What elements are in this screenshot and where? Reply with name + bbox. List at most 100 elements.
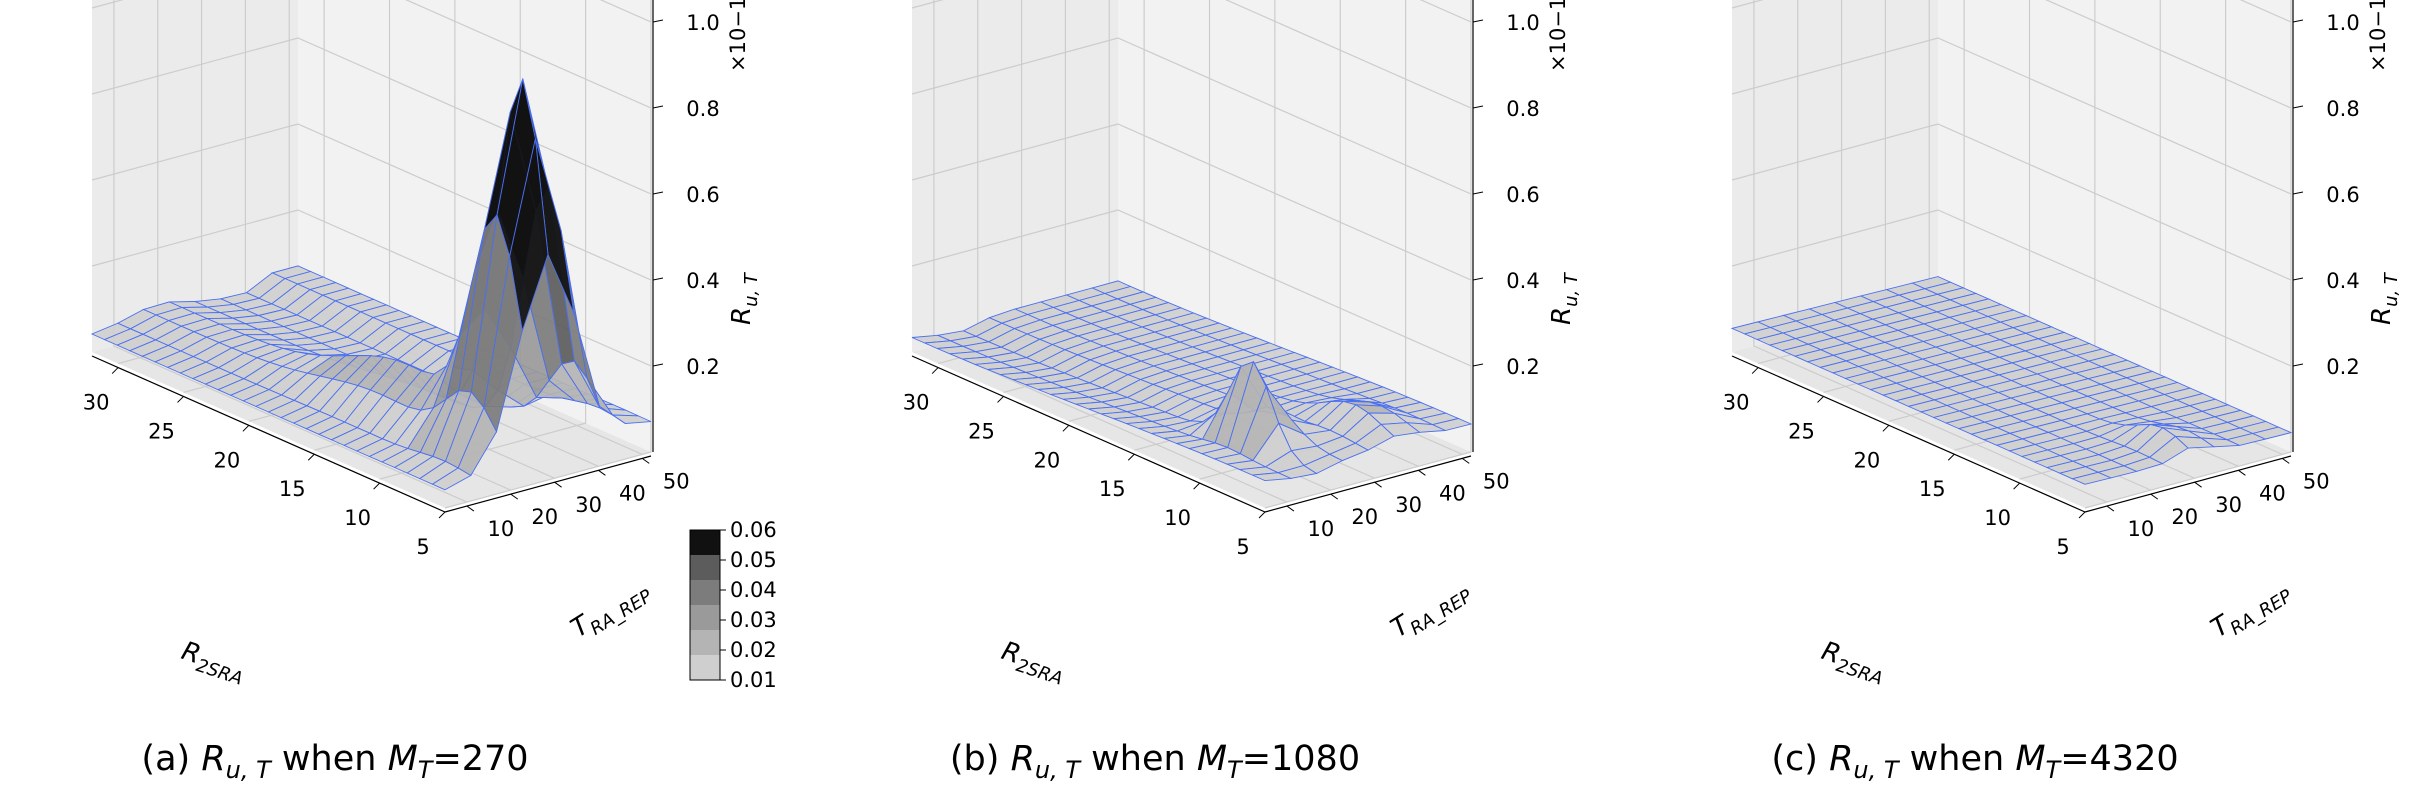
z-tick-label: 0.8 — [1506, 97, 1539, 121]
colorbar-segment — [690, 655, 720, 680]
surface-facet — [1252, 472, 1293, 482]
y-tick-label: 50 — [663, 469, 690, 493]
z-offset-label: ×10−1 — [1546, 0, 1570, 72]
x-tick-mark — [1062, 424, 1070, 432]
y-tick-label: 30 — [2215, 493, 2242, 517]
colorbar-tick-label: 0.02 — [730, 638, 777, 662]
gridline-z — [911, 0, 1472, 109]
y-tick-mark — [466, 505, 475, 512]
y-tick-label: 20 — [1351, 505, 1378, 529]
z-tick-mark — [1472, 105, 1484, 109]
z-tick-label: 0.4 — [2326, 269, 2359, 293]
z-axis-label: Ru, T — [2367, 271, 2402, 325]
gridline-x — [2084, 0, 2292, 509]
y-tick-mark — [2150, 493, 2159, 500]
colorbar-tick-label: 0.04 — [730, 578, 777, 602]
gridline-z — [911, 123, 1472, 281]
x-tick-label: 5 — [416, 535, 429, 559]
colorbar-tick-label: 0.05 — [730, 548, 777, 572]
captions: (a) Ru, T when MT=270 (b) Ru, T when MT=1… — [141, 739, 2178, 784]
x-tick-mark — [1817, 396, 1824, 403]
z-tick-mark — [2292, 105, 2304, 109]
gridline-z — [1731, 37, 2292, 195]
y-axis-label: TRA_REP — [2206, 574, 2296, 649]
z-tick-mark — [652, 105, 664, 109]
z-tick-mark — [2292, 19, 2304, 23]
x-axis-label: R2SRA — [996, 636, 1069, 690]
surface-facet — [431, 467, 472, 491]
y-tick-label: 30 — [1395, 493, 1422, 517]
x-axis-line — [91, 355, 446, 513]
z-tick-mark — [1472, 277, 1484, 281]
colorbar-segment — [690, 580, 720, 605]
z-tick-label: 0.2 — [686, 355, 719, 379]
x-tick-mark — [1193, 482, 1200, 490]
z-tick-label: 0.6 — [1506, 183, 1539, 207]
y-tick-label: 10 — [488, 517, 515, 541]
z-tick-mark — [652, 191, 664, 195]
gridline-z — [911, 37, 1472, 195]
x-tick-label: 10 — [1984, 506, 2011, 530]
y-tick-mark — [2106, 505, 2115, 512]
x-tick-label: 5 — [1236, 535, 1249, 559]
x-tick-mark — [1258, 511, 1266, 519]
y-tick-mark — [2194, 481, 2202, 488]
y-tick-mark — [1330, 493, 1339, 500]
x-axis-label: R2SRA — [176, 636, 249, 690]
x-tick-label: 15 — [1099, 477, 1126, 501]
caption-b: (b) Ru, T when MT=1080 — [950, 739, 1360, 784]
x-tick-mark — [177, 396, 184, 403]
y-tick-label: 50 — [1483, 469, 1510, 493]
z-axis-label: Ru, T — [727, 271, 762, 325]
x-tick-label: 30 — [903, 391, 930, 415]
gridline-z — [1731, 123, 2292, 281]
gridline-z — [1731, 0, 2292, 109]
x-tick-mark — [2013, 482, 2020, 490]
y-tick-mark — [1374, 481, 1382, 488]
x-axis-line — [1731, 355, 2086, 513]
z-tick-label: 0.2 — [1506, 355, 1539, 379]
gridline-x — [1264, 0, 1472, 509]
caption-c: (c) Ru, T when MT=4320 — [1771, 739, 2178, 784]
y-axis-label: TRA_REP — [566, 574, 656, 649]
side-pane — [912, 0, 1118, 352]
y-tick-label: 20 — [2171, 505, 2198, 529]
x-tick-mark — [438, 511, 446, 519]
subplot-a: 30 25 20 15 10 5 10 20 30 40 50 0.2 0.4 0.6 0.8 1.0 ×10−… — [83, 0, 762, 690]
y-tick-label: 10 — [1308, 517, 1335, 541]
x-tick-mark — [997, 396, 1004, 403]
colorbar-segment — [690, 630, 720, 655]
colorbar-tick-label: 0.06 — [730, 518, 777, 542]
x-tick-label: 25 — [148, 419, 175, 443]
x-tick-label: 25 — [968, 419, 995, 443]
x-tick-label: 25 — [1788, 419, 1815, 443]
y-tick-mark — [510, 493, 519, 500]
x-tick-label: 10 — [1164, 506, 1191, 530]
z-tick-label: 0.8 — [2326, 97, 2359, 121]
y-tick-label: 20 — [531, 505, 558, 529]
z-tick-mark — [1472, 191, 1484, 195]
x-tick-label: 20 — [1854, 448, 1881, 472]
y-tick-label: 40 — [2259, 481, 2286, 505]
x-tick-mark — [307, 453, 315, 461]
z-tick-label: 0.6 — [686, 183, 719, 207]
x-tick-mark — [931, 367, 939, 374]
x-tick-label: 20 — [1034, 448, 1061, 472]
z-tick-label: 0.4 — [686, 269, 719, 293]
y-axis-line — [2084, 455, 2292, 513]
z-tick-mark — [2292, 363, 2304, 367]
x-tick-mark — [1947, 453, 1955, 461]
y-axis-line — [444, 455, 652, 513]
z-tick-mark — [1472, 363, 1484, 367]
colorbar-tick-label: 0.01 — [730, 668, 777, 692]
x-tick-label: 15 — [1919, 477, 1946, 501]
gridline-z — [1731, 209, 2292, 367]
x-tick-label: 10 — [344, 506, 371, 530]
gridline-y — [113, 0, 468, 503]
y-tick-label: 10 — [2128, 517, 2155, 541]
colorbar-segment — [690, 555, 720, 580]
z-tick-label: 0.6 — [2326, 183, 2359, 207]
subplot-b: 30 25 20 15 10 5 10 20 30 40 50 0.2 0.4 0.6 0.8 1.0 ×10−… — [903, 0, 1582, 690]
subplot-c: 30 25 20 15 10 5 10 20 30 40 50 0.2 0.4 0.6 0.8 1.0 ×10−… — [1723, 0, 2402, 690]
gridline-y — [1753, 0, 2108, 503]
